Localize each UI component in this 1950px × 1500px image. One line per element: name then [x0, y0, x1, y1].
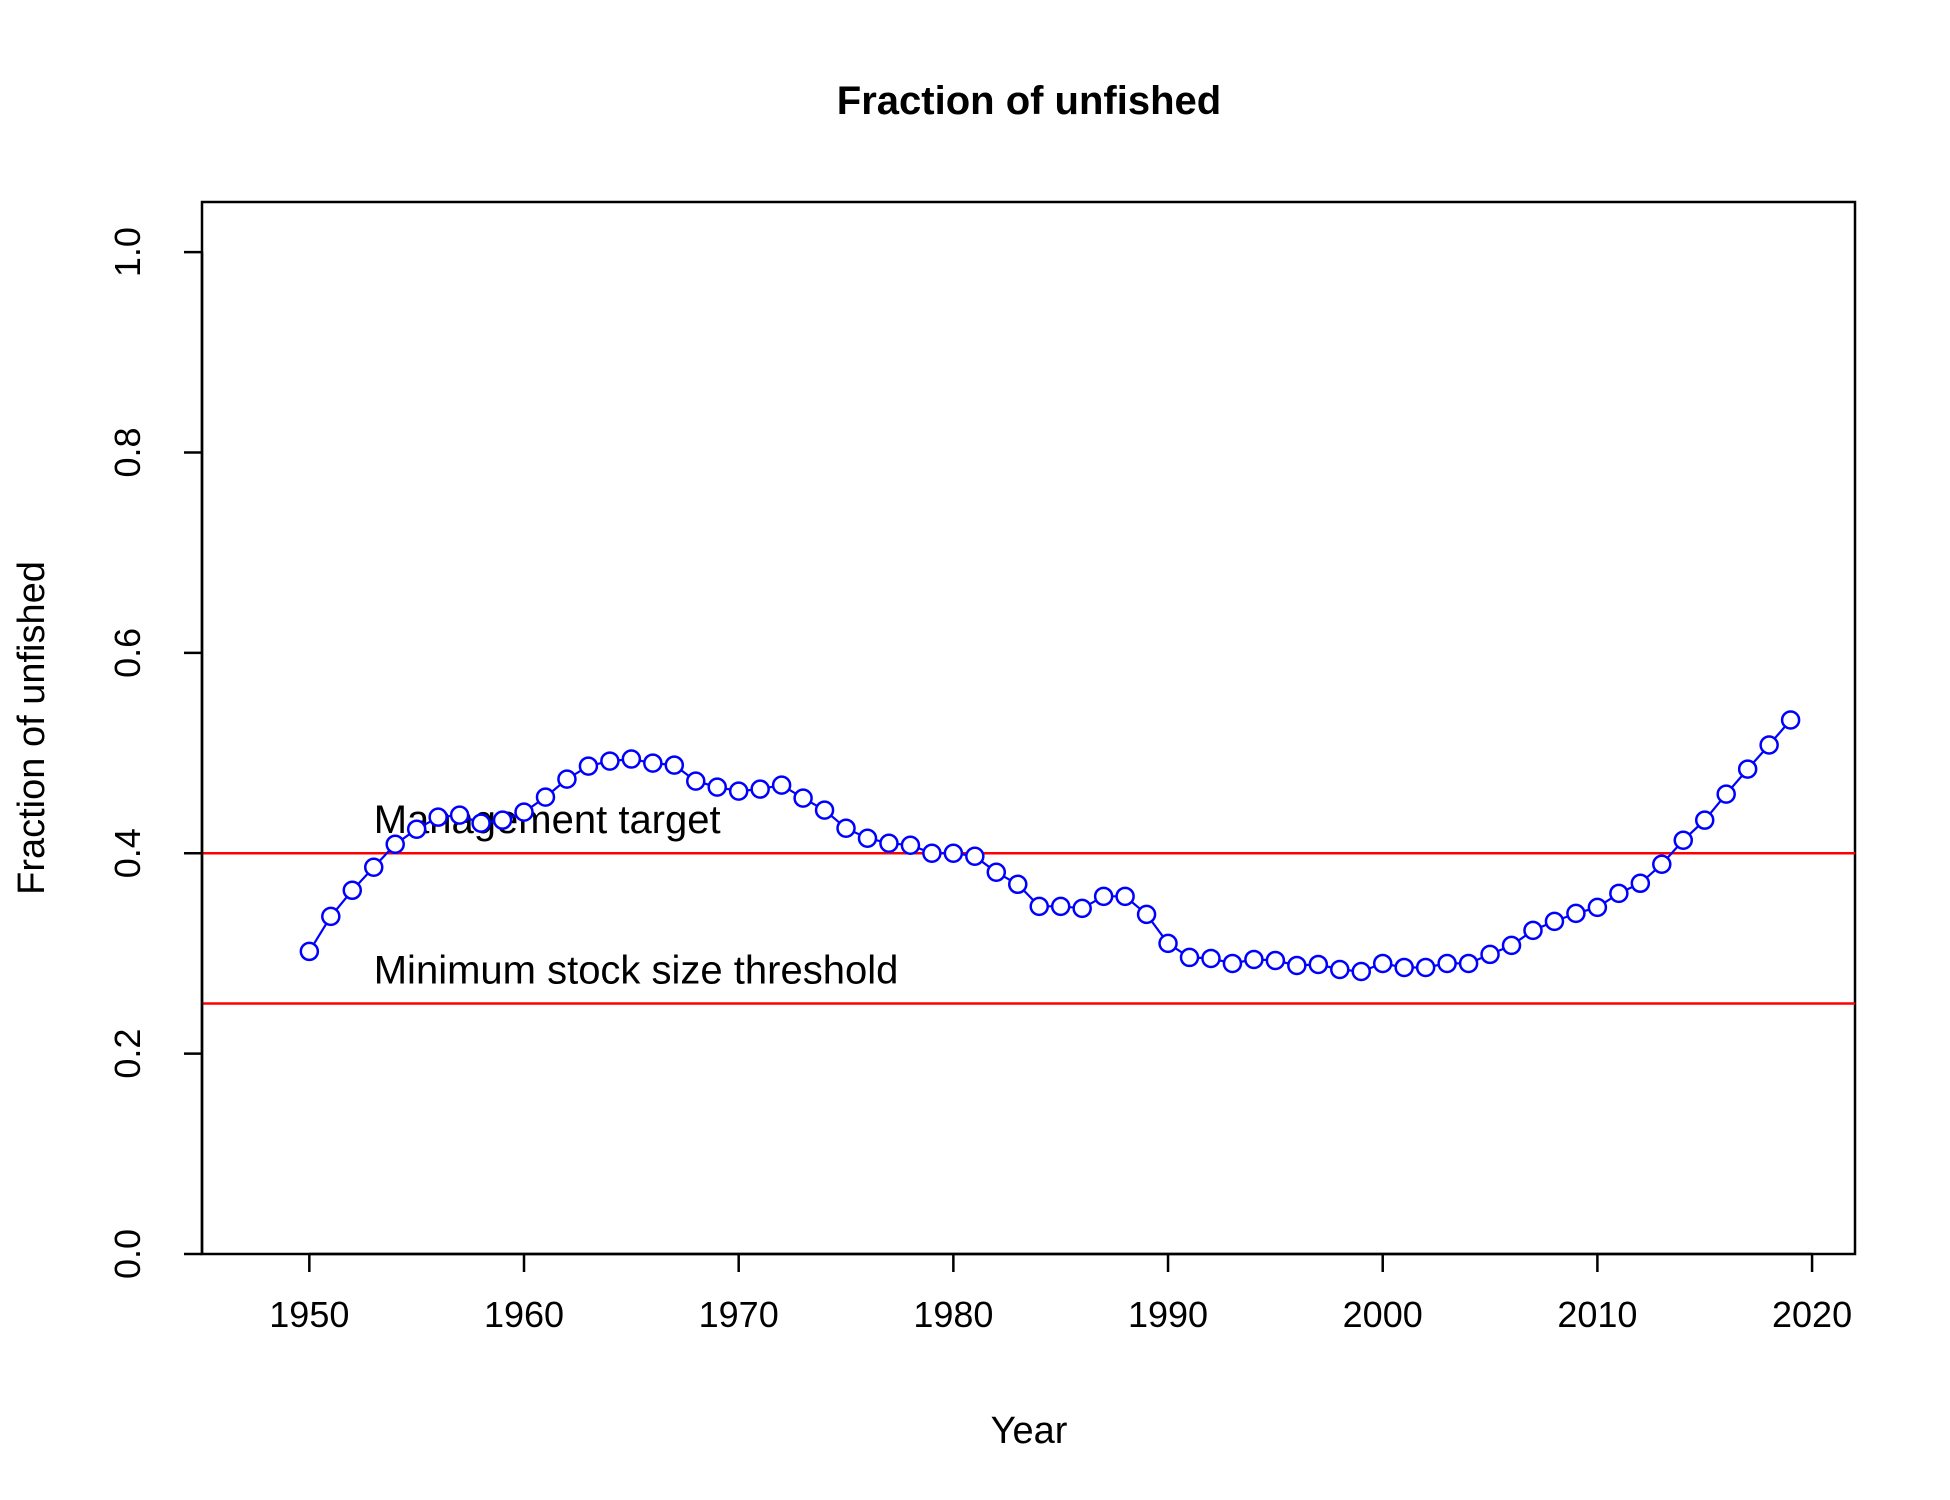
data-point	[492, 810, 513, 830]
y-tick-label: 0.2	[107, 1029, 148, 1079]
data-point	[922, 843, 942, 863]
y-axis: 0.0 0.2 0.4 0.6 0.8 1.0	[107, 227, 204, 1279]
data-point	[1694, 810, 1715, 830]
data-point	[1330, 959, 1350, 980]
x-axis: 1950 1960 1970 1980 1990 2000 2010 2020	[269, 1252, 1852, 1335]
data-point	[1029, 896, 1049, 917]
data-point	[1587, 897, 1608, 918]
data-point	[1093, 886, 1114, 907]
data-point	[299, 941, 320, 962]
data-point	[857, 828, 878, 848]
chart-title: Fraction of unfished	[837, 79, 1221, 123]
x-tick-label: 1980	[913, 1294, 993, 1335]
y-tick-label: 0.0	[107, 1229, 148, 1279]
data-point	[1287, 955, 1307, 976]
data-point	[471, 813, 491, 833]
data-point	[1480, 944, 1500, 965]
data-point	[428, 807, 448, 827]
data-point	[449, 805, 470, 825]
data-point	[1008, 874, 1028, 895]
data-point	[621, 749, 642, 769]
y-axis-label: Fraction of unfished	[11, 561, 53, 895]
y-tick-label: 0.8	[107, 427, 148, 477]
data-point	[1072, 898, 1092, 919]
data-point	[986, 862, 1007, 883]
data-point	[535, 787, 556, 807]
data-point	[1050, 896, 1071, 917]
data-point	[1737, 759, 1758, 779]
x-tick-label: 1970	[699, 1294, 779, 1335]
data-point	[1501, 935, 1522, 956]
data-point	[1673, 830, 1694, 850]
data-point	[600, 751, 620, 771]
x-axis-label: Year	[991, 1410, 1068, 1452]
data-point	[1759, 735, 1779, 755]
data-point	[1244, 949, 1264, 970]
data-point	[1780, 710, 1801, 730]
x-tick-label: 1990	[1128, 1294, 1208, 1335]
data-point	[342, 880, 363, 901]
plot-frame	[200, 200, 1857, 1256]
data-point	[707, 777, 727, 797]
data-point	[1222, 953, 1243, 974]
data-point	[1265, 950, 1286, 971]
data-point	[1179, 947, 1200, 968]
x-tick-label: 2020	[1772, 1294, 1852, 1335]
data-point	[557, 769, 577, 789]
data-point	[1652, 854, 1672, 875]
data-point	[1115, 886, 1135, 907]
data-point	[321, 906, 341, 927]
data-point	[1351, 961, 1371, 982]
data-point	[879, 833, 899, 853]
x-tick-label: 1960	[484, 1294, 564, 1335]
reference-line-label: Minimum stock size threshold	[374, 949, 899, 993]
x-tick-label: 1950	[269, 1294, 349, 1335]
data-point	[1716, 784, 1736, 804]
data-point	[1158, 933, 1178, 954]
data-point	[900, 835, 921, 855]
data-point	[728, 781, 749, 801]
x-tick-label: 2000	[1343, 1294, 1423, 1335]
data-point	[943, 843, 964, 863]
y-tick-label: 0.4	[107, 828, 148, 878]
data-point	[836, 818, 856, 838]
data-point	[1201, 948, 1221, 969]
data-point	[514, 802, 534, 822]
data-point	[1566, 903, 1586, 924]
data-point	[1372, 953, 1393, 974]
data-point	[1394, 957, 1414, 978]
data-point	[1458, 953, 1479, 974]
data-point	[385, 834, 405, 854]
data-point	[965, 846, 985, 866]
data-point	[686, 771, 706, 791]
data-point	[750, 779, 770, 799]
data-point	[1308, 954, 1329, 975]
series-line	[308, 719, 1792, 973]
data-point	[1523, 920, 1543, 941]
data-point	[1415, 957, 1436, 978]
data-point	[664, 755, 685, 775]
data-point	[1136, 904, 1157, 925]
data-point	[1609, 883, 1629, 904]
data-point	[578, 756, 599, 776]
y-tick-label: 1.0	[107, 227, 148, 277]
data-point	[1437, 953, 1457, 974]
data-point	[406, 819, 427, 839]
data-point	[1544, 911, 1565, 932]
data-point	[814, 800, 835, 820]
data-point	[793, 788, 813, 808]
data-point	[771, 775, 792, 795]
data-point	[363, 857, 384, 878]
data-point	[1630, 873, 1651, 894]
series-layer	[299, 710, 1801, 982]
y-tick-label: 0.6	[107, 628, 148, 678]
x-tick-label: 2010	[1557, 1294, 1637, 1335]
data-point	[643, 753, 663, 773]
